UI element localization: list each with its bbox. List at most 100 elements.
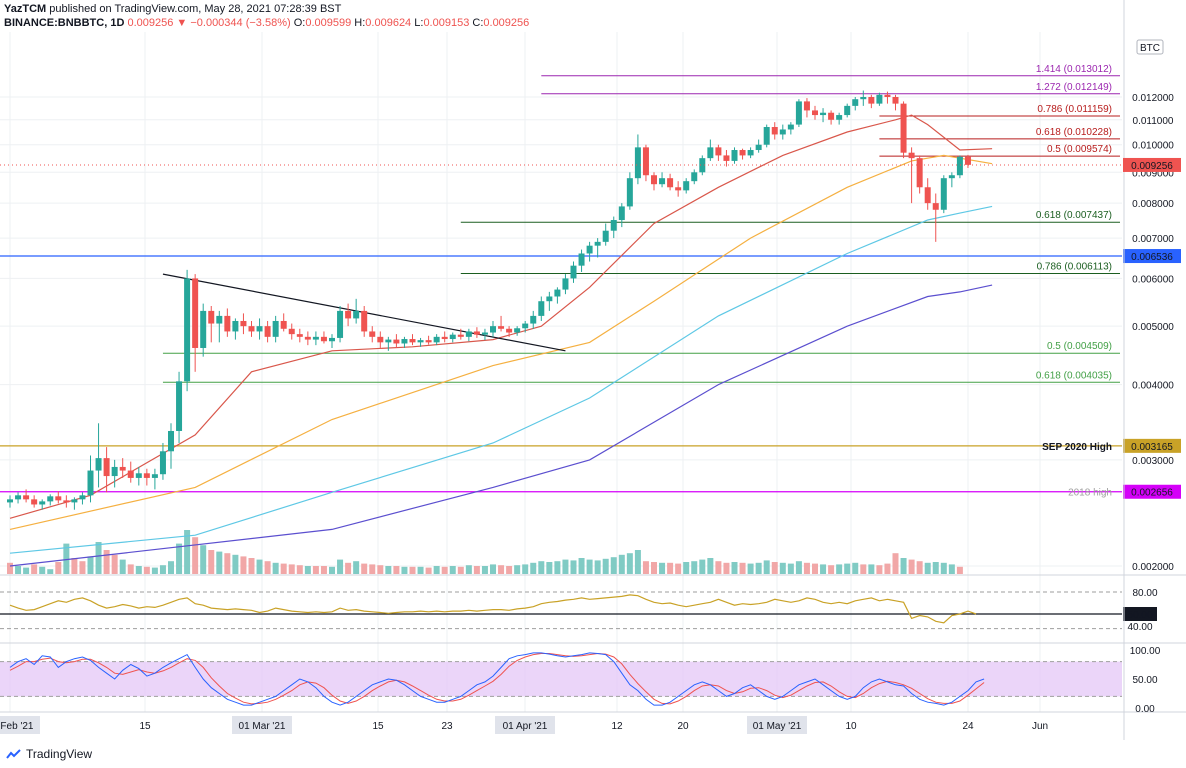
symbol-label[interactable]: BINANCE:BNBBTC, 1D (4, 17, 125, 29)
fib-label: 0.786 (0.006113) (1037, 262, 1112, 273)
footer: TradingView (6, 744, 92, 764)
candle-body (192, 278, 199, 348)
candle-body (71, 499, 78, 503)
volume-bar (530, 562, 537, 574)
candle-body (481, 332, 488, 335)
candle-body (361, 310, 368, 332)
candle-body (892, 97, 899, 104)
candle-body (715, 147, 722, 156)
volume-bar (63, 543, 70, 574)
volume-bar (79, 561, 86, 574)
candle-body (288, 328, 295, 335)
volume-bar (683, 562, 690, 574)
ema100-line (9, 205, 993, 554)
open-value: 0.009599 (305, 17, 352, 29)
candle-body (256, 326, 263, 332)
candle-body (642, 147, 649, 176)
volume-bar (691, 561, 698, 574)
volume-bar (771, 562, 778, 574)
high-value: 0.009624 (365, 17, 412, 29)
volume-bar (224, 553, 231, 574)
volume-bar (522, 564, 529, 574)
last-price-badge-text: 0.009256 (1131, 161, 1173, 172)
publisher-name[interactable]: YazTCM (4, 3, 47, 15)
candle-body (127, 470, 134, 478)
volume-bar (803, 562, 810, 574)
volume-bar (828, 565, 835, 574)
candle-body (964, 156, 971, 165)
candle-body (723, 155, 730, 161)
time-axis[interactable]: 01 Feb '21 15 01 Mar '21 15 23 01 Apr '21 12 20… (0, 716, 1048, 734)
price-tick: 0.003000 (1132, 456, 1174, 467)
volume-bar (248, 558, 255, 574)
candle-body (176, 381, 183, 431)
time-tick: 01 Apr '21 (503, 721, 548, 732)
candle-body (15, 495, 22, 500)
candle-body (224, 315, 231, 332)
candle-body (860, 97, 867, 100)
candle-body (940, 178, 947, 210)
volume-bar (634, 550, 641, 574)
volume-bar (208, 550, 215, 574)
ema50-line (9, 154, 993, 530)
candle-body (353, 310, 360, 319)
volume-bar (836, 564, 843, 574)
candle-body (409, 339, 416, 343)
candle-body (216, 315, 223, 324)
volume-bar (377, 565, 384, 574)
candle-body (844, 105, 851, 116)
volume-bar (143, 566, 150, 574)
candle-body (143, 473, 150, 478)
volume-bar (159, 565, 166, 574)
candle-body (490, 326, 496, 333)
volume-bar (304, 566, 311, 574)
level-label: 2018 high (1068, 488, 1112, 499)
low-label: L: (414, 17, 424, 29)
fib-label: 0.618 (0.010228) (1036, 127, 1112, 138)
price-axis[interactable]: 0.012000 0.011000 0.010000 0.009000 0.008000… (0, 0, 1181, 740)
candle-body (417, 340, 424, 343)
volume-bar (860, 564, 867, 574)
volume-bar (329, 566, 335, 574)
candle-body (924, 187, 931, 204)
volume-bar (31, 564, 38, 574)
candle-body (852, 99, 859, 106)
close-label: C: (472, 17, 484, 29)
volume-bar (610, 557, 617, 574)
volume-bar (659, 562, 666, 574)
volume-bar (272, 562, 279, 574)
volume-bar (586, 559, 593, 574)
candle-body (916, 158, 923, 188)
candle-body (691, 172, 698, 182)
time-tick: Jun (1032, 721, 1048, 732)
volume-bar (457, 566, 464, 574)
candle-body (771, 127, 778, 135)
volume-bar (868, 564, 875, 574)
volume-bar (699, 559, 706, 574)
stoch-tick: 50.00 (1132, 675, 1157, 686)
volume-bar (481, 566, 488, 574)
low-value: 0.009153 (423, 17, 470, 29)
time-tick: 10 (845, 721, 857, 732)
volume-bar (900, 558, 907, 574)
currency-badge-text: BTC (1140, 43, 1160, 54)
candle-body (119, 466, 126, 471)
candle-body (168, 430, 174, 452)
time-tick-box (232, 716, 292, 734)
volume-bar (256, 559, 263, 574)
volume-bar (433, 566, 440, 574)
tradingview-logo-icon[interactable] (6, 748, 22, 760)
time-tick: 15 (139, 721, 151, 732)
rsi-badge (1123, 607, 1157, 621)
rsi-pane: 80.00 50.0040.00 (0, 588, 1158, 633)
time-tick: 20 (677, 721, 689, 732)
volume-bar (361, 563, 368, 574)
volume-bar (594, 560, 601, 574)
volume-bars (7, 530, 963, 574)
candle-body (876, 94, 883, 104)
time-tick: 01 Mar '21 (239, 721, 286, 732)
volume-bar (47, 569, 54, 574)
candle-body (610, 220, 617, 231)
footer-brand[interactable]: TradingView (26, 747, 93, 761)
